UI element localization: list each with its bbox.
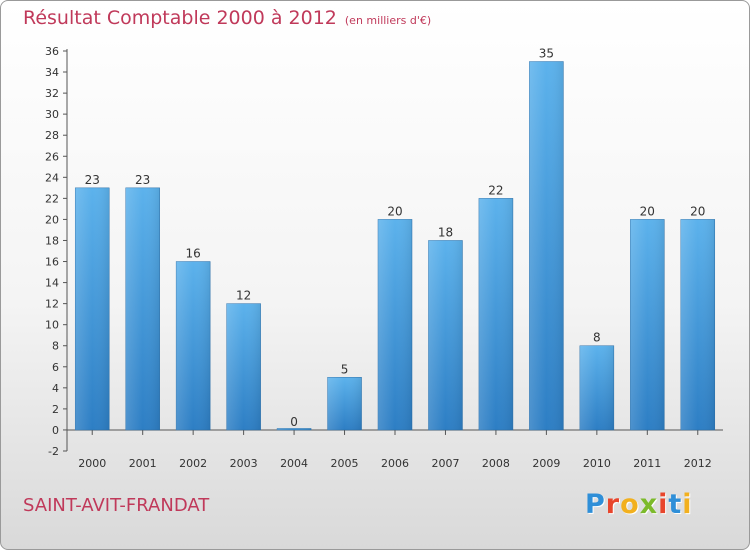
logo-letter: P <box>585 489 606 520</box>
data-label-2005: 5 <box>341 362 349 376</box>
logo-letter: o <box>620 489 640 520</box>
x-tick-label: 2008 <box>482 457 510 470</box>
bar-shine-2004 <box>277 428 312 430</box>
x-tick-label: 2005 <box>331 457 359 470</box>
data-label-2006: 20 <box>387 204 402 218</box>
bar-shine-2012 <box>680 219 715 430</box>
y-tick-label: 34 <box>45 66 59 79</box>
chart-data-labels: 23 23 16 12 0 5 20 18 22 35 8 20 20 <box>85 47 706 429</box>
chart-subtitle: (en milliers d'€) <box>344 14 432 27</box>
bar-shine-2003 <box>226 303 261 430</box>
y-tick-label: 20 <box>45 213 59 226</box>
bar-shine-2007 <box>428 240 463 430</box>
logo-letter: i <box>658 489 669 520</box>
x-tick-label: 2004 <box>280 457 308 470</box>
x-tick-label: 2000 <box>78 457 106 470</box>
y-tick-label: 2 <box>52 403 59 416</box>
y-tick-label: 6 <box>52 361 59 374</box>
x-tick-label: 2012 <box>684 457 712 470</box>
data-label-2012: 20 <box>690 204 705 218</box>
logo-letter: x <box>639 489 659 520</box>
data-label-2007: 18 <box>438 225 453 239</box>
data-label-2000: 23 <box>85 173 100 187</box>
data-label-2003: 12 <box>236 289 251 303</box>
bar-shine-2001 <box>125 187 160 430</box>
y-tick-label: 0 <box>52 424 59 437</box>
x-tick-label: 2006 <box>381 457 409 470</box>
bar-shine-2008 <box>478 198 513 430</box>
x-tick-label: 2011 <box>633 457 661 470</box>
bar-shine-2005 <box>327 377 362 430</box>
data-label-2010: 8 <box>593 331 601 345</box>
x-tick-label: 2001 <box>129 457 157 470</box>
chart-bars <box>74 61 716 431</box>
x-tick-label: 2002 <box>179 457 207 470</box>
logo-letter: i <box>682 489 693 520</box>
bar-shine-2006 <box>378 219 412 430</box>
logo-letter: t <box>668 489 683 520</box>
bar-shine-2011 <box>630 219 665 430</box>
logo-letter: r <box>605 489 621 520</box>
y-tick-label: -2 <box>48 445 59 458</box>
y-tick-label: 14 <box>45 277 59 290</box>
y-tick-label: 36 <box>45 45 59 58</box>
bar-shine-2009 <box>529 61 564 430</box>
y-tick-label: 30 <box>45 108 59 121</box>
y-tick-label: 4 <box>52 382 59 395</box>
data-label-2004: 0 <box>290 415 298 429</box>
x-tick-label: 2003 <box>230 457 258 470</box>
y-tick-label: 32 <box>45 87 59 100</box>
y-tick-label: 10 <box>45 319 59 332</box>
y-tick-label: 8 <box>52 340 59 353</box>
y-tick-label: 22 <box>45 192 59 205</box>
bar-shine-2000 <box>75 187 110 430</box>
bar-shine-2010 <box>579 345 614 430</box>
data-label-2011: 20 <box>640 204 655 218</box>
x-tick-label: 2007 <box>431 457 459 470</box>
data-label-2009: 35 <box>539 47 554 61</box>
x-tick-label: 2010 <box>583 457 611 470</box>
y-tick-label: 16 <box>45 256 59 269</box>
y-tick-label: 24 <box>45 171 59 184</box>
bar-shine-2002 <box>176 261 211 430</box>
chart-title: Résultat Comptable 2000 à 2012 (en millie… <box>23 7 431 29</box>
chart-title-text: Résultat Comptable 2000 à 2012 <box>23 7 337 29</box>
proxiti-logo: Proxiti <box>585 489 693 520</box>
data-label-2002: 16 <box>186 247 201 261</box>
y-tick-label: 28 <box>45 129 59 142</box>
data-label-2008: 22 <box>488 183 503 197</box>
city-name: SAINT-AVIT-FRANDAT <box>23 495 210 516</box>
y-tick-label: 12 <box>45 298 59 311</box>
y-tick-label: 26 <box>45 150 59 163</box>
data-label-2001: 23 <box>135 173 150 187</box>
y-tick-label: 18 <box>45 234 59 247</box>
x-tick-label: 2009 <box>532 457 560 470</box>
